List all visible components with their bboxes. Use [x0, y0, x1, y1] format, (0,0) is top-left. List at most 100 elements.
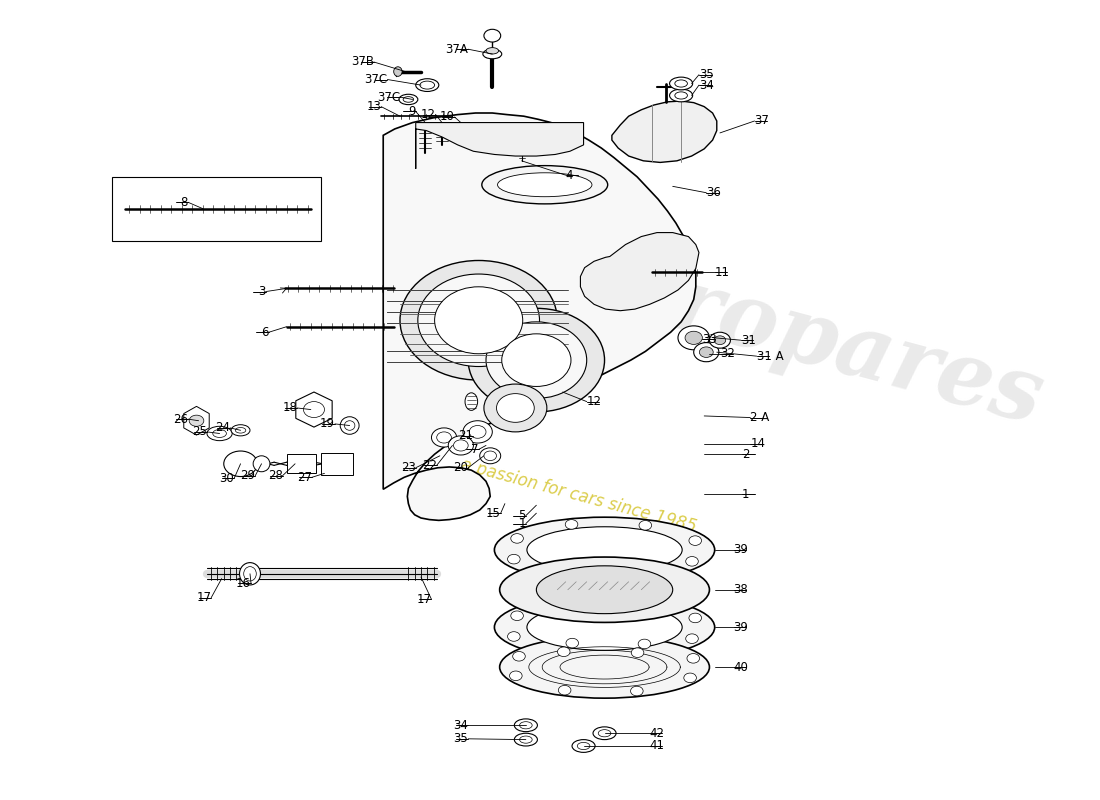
Circle shape — [700, 347, 713, 358]
Text: 31 A: 31 A — [757, 350, 783, 362]
Text: 20: 20 — [453, 462, 469, 474]
Text: 22: 22 — [421, 459, 437, 472]
Ellipse shape — [494, 594, 715, 660]
Circle shape — [558, 647, 570, 657]
Circle shape — [484, 30, 500, 42]
Circle shape — [710, 332, 730, 348]
Text: 37C: 37C — [377, 90, 400, 103]
Text: 34: 34 — [453, 718, 469, 732]
Ellipse shape — [515, 719, 538, 732]
Text: 36: 36 — [706, 186, 722, 199]
Circle shape — [469, 308, 605, 412]
Text: 1: 1 — [518, 517, 526, 530]
Text: 37B: 37B — [351, 55, 374, 69]
Ellipse shape — [399, 94, 418, 105]
Text: 39: 39 — [734, 543, 748, 556]
Text: 19: 19 — [320, 418, 336, 430]
Circle shape — [510, 534, 524, 543]
Ellipse shape — [340, 417, 359, 434]
Ellipse shape — [515, 734, 538, 746]
Circle shape — [714, 336, 726, 345]
Text: 9: 9 — [408, 105, 416, 118]
Text: 14: 14 — [750, 438, 766, 450]
Text: 27: 27 — [297, 471, 312, 484]
Text: 37: 37 — [755, 114, 769, 127]
Ellipse shape — [499, 636, 710, 698]
Ellipse shape — [537, 566, 673, 614]
Ellipse shape — [494, 517, 715, 582]
Circle shape — [559, 686, 571, 695]
Polygon shape — [612, 101, 717, 162]
Circle shape — [638, 639, 651, 649]
Circle shape — [448, 436, 473, 455]
Text: 24: 24 — [216, 422, 230, 434]
Ellipse shape — [240, 562, 261, 585]
Text: 10: 10 — [440, 110, 454, 123]
Circle shape — [431, 428, 456, 447]
Circle shape — [418, 274, 539, 366]
Circle shape — [400, 261, 558, 380]
Circle shape — [689, 536, 702, 546]
Circle shape — [566, 638, 579, 648]
Text: 21: 21 — [459, 430, 473, 442]
Text: 16: 16 — [236, 577, 251, 590]
Circle shape — [507, 554, 520, 564]
Text: 26: 26 — [173, 413, 188, 426]
Text: 17: 17 — [417, 593, 431, 606]
Text: 8: 8 — [180, 196, 188, 209]
Ellipse shape — [483, 50, 502, 58]
Text: 18: 18 — [283, 402, 297, 414]
Ellipse shape — [499, 557, 710, 622]
Text: 33: 33 — [702, 333, 717, 346]
Ellipse shape — [670, 77, 693, 90]
Ellipse shape — [497, 173, 592, 197]
Circle shape — [631, 570, 644, 580]
Circle shape — [694, 342, 719, 362]
Circle shape — [565, 597, 578, 606]
Text: 12: 12 — [420, 108, 436, 121]
Circle shape — [565, 520, 578, 529]
Polygon shape — [184, 406, 209, 435]
Circle shape — [639, 598, 651, 607]
Circle shape — [486, 322, 586, 398]
Text: 12: 12 — [586, 395, 602, 408]
Text: 31: 31 — [741, 334, 756, 346]
Text: 40: 40 — [734, 661, 748, 674]
Text: 34: 34 — [698, 78, 714, 91]
Circle shape — [484, 384, 547, 432]
Text: 42: 42 — [650, 726, 664, 740]
Ellipse shape — [670, 89, 693, 102]
Circle shape — [685, 634, 698, 643]
Ellipse shape — [207, 426, 232, 441]
Text: 38: 38 — [734, 583, 748, 596]
Text: 29: 29 — [240, 470, 255, 482]
Text: 35: 35 — [453, 732, 469, 746]
Circle shape — [463, 421, 493, 443]
Circle shape — [502, 334, 571, 386]
Circle shape — [558, 570, 570, 579]
Text: 37C: 37C — [364, 73, 387, 86]
Bar — [321, 453, 353, 475]
Circle shape — [509, 671, 522, 681]
Text: 2: 2 — [742, 448, 749, 461]
Ellipse shape — [394, 66, 403, 76]
Circle shape — [689, 613, 702, 622]
Polygon shape — [383, 113, 696, 520]
Ellipse shape — [253, 456, 270, 472]
Text: 4: 4 — [565, 169, 573, 182]
Text: 25: 25 — [192, 426, 207, 438]
Text: 15: 15 — [486, 506, 500, 520]
Text: 32: 32 — [719, 347, 735, 360]
Circle shape — [189, 415, 204, 426]
Ellipse shape — [416, 78, 439, 91]
Circle shape — [630, 686, 644, 696]
Text: 2 A: 2 A — [750, 411, 770, 424]
Text: europares: europares — [546, 230, 1052, 442]
Circle shape — [688, 654, 700, 663]
Circle shape — [434, 286, 522, 354]
Polygon shape — [416, 122, 584, 169]
Circle shape — [678, 326, 710, 350]
Text: 23: 23 — [400, 462, 416, 474]
Text: 41: 41 — [650, 739, 664, 753]
Ellipse shape — [231, 425, 250, 436]
